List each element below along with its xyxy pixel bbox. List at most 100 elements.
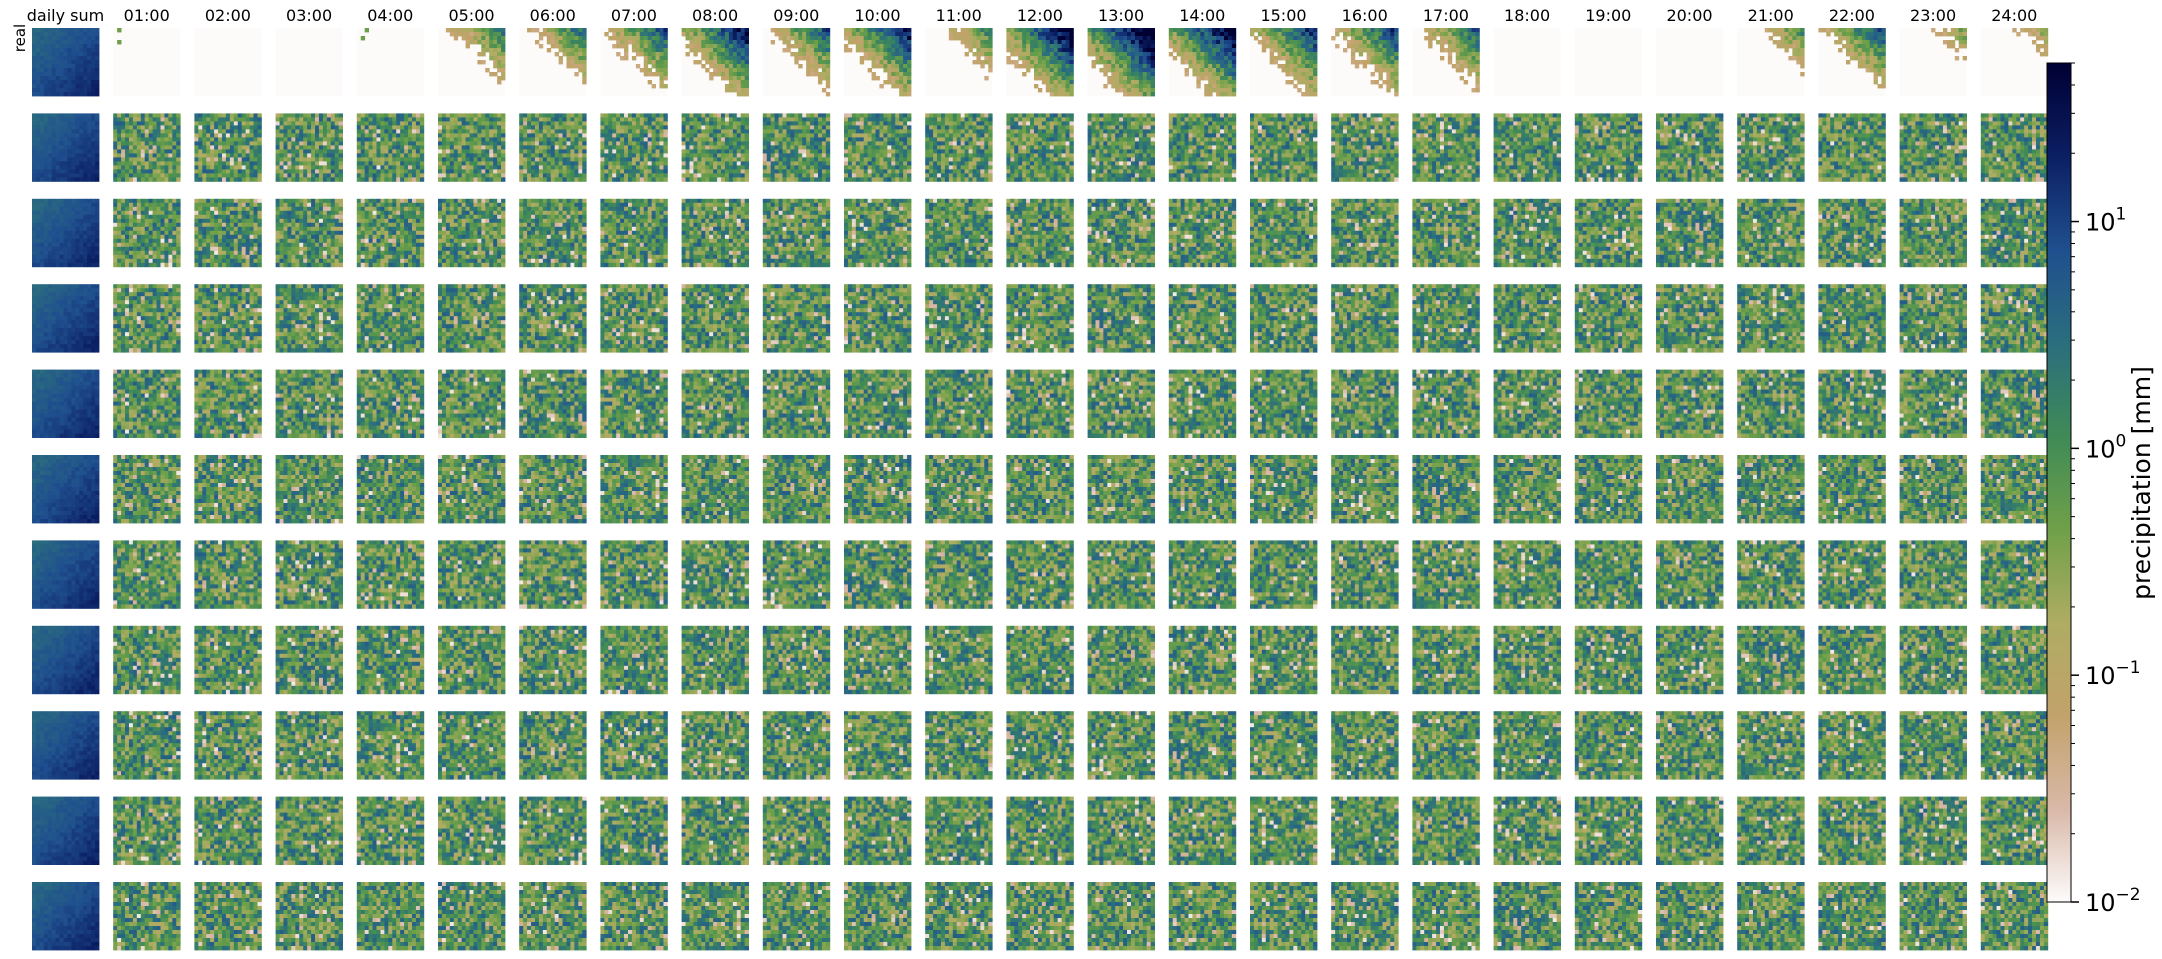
heatmap-cell [578,48,582,52]
heatmap-cell [75,72,79,76]
heatmap-cell [652,32,656,36]
heatmap-cell [737,32,741,36]
heatmap-cell [612,32,616,36]
heatmap-cell [32,56,36,60]
heatmap-cell [616,44,620,48]
heatmap-cell [725,32,729,36]
column-title: 08:00 [692,6,738,25]
heatmap-cell [501,40,505,44]
heatmap-cell [60,68,64,72]
heatmap-cell [574,56,578,60]
heatmap-cell [656,28,660,32]
heatmap-cell [75,88,79,92]
heatmap-cell [656,36,660,40]
heatmap-cell [87,64,91,68]
heatmap-cell [686,32,690,36]
heatmap-cell [701,36,705,40]
heatmap-cell [87,44,91,48]
heatmap-cell [67,64,71,68]
heatmap-cell [660,68,664,72]
heatmap-cell [745,28,749,32]
heatmap-cell [477,32,481,36]
heatmap-cell [60,92,64,96]
column-title: 11:00 [936,6,982,25]
heatmap-cell [64,40,68,44]
heatmap-cell [640,44,644,48]
heatmap-cell [60,64,64,68]
heatmap-cell [48,32,52,36]
heatmap-cell [648,44,652,48]
heatmap-cell [466,44,470,48]
column-title: 16:00 [1342,6,1388,25]
heatmap-cell [582,40,586,44]
heatmap-cell [87,68,91,72]
heatmap-cell [741,32,745,36]
heatmap-cell [578,36,582,40]
heatmap-cell [91,36,95,40]
heatmap-cell [485,36,489,40]
heatmap-cell [95,36,99,40]
heatmap-cell [67,68,71,72]
heatmap-cell [660,64,664,68]
heatmap-cell [636,28,640,32]
heatmap-cell [36,48,40,52]
heatmap-cell [656,64,660,68]
heatmap-cell [574,40,578,44]
heatmap-cell [454,36,458,40]
heatmap-cell [582,44,586,48]
heatmap-cell [83,28,87,32]
heatmap-cell [60,36,64,40]
heatmap-cell [566,48,570,52]
column-title: 06:00 [530,6,576,25]
heatmap-cell [555,40,559,44]
heatmap-cell [79,44,83,48]
heatmap-cell [95,84,99,88]
column-title: 20:00 [1666,6,1712,25]
heatmap-cell [32,28,36,32]
heatmap-cell [644,68,648,72]
heatmap-cell [87,92,91,96]
heatmap-cell [95,40,99,44]
heatmap-cell [91,88,95,92]
heatmap-cell [52,52,56,56]
heatmap-cell [582,72,586,76]
heatmap-cell [570,36,574,40]
heatmap-cell [56,84,60,88]
heatmap-cell [648,72,652,76]
heatmap-cell [539,32,543,36]
heatmap-cell [578,68,582,72]
heatmap-cell [56,80,60,84]
heatmap-cell [473,40,477,44]
heatmap-cell [640,40,644,44]
heatmap-cell [52,64,56,68]
heatmap-cell [632,56,636,60]
heatmap-cell [660,48,664,52]
heatmap-cell [87,56,91,60]
heatmap-cell [32,32,36,36]
heatmap-cell [75,92,79,96]
heatmap-cell [56,88,60,92]
heatmap-cell [721,28,725,32]
heatmap-cell [656,68,660,72]
heatmap-cell [689,36,693,40]
heatmap-cell [466,40,470,44]
heatmap-cell [570,48,574,52]
heatmap-cell [95,64,99,68]
heatmap-cell [83,92,87,96]
heatmap-cell [636,48,640,52]
heatmap-cell [56,72,60,76]
heatmap-panel [194,28,261,96]
heatmap-cell [620,36,624,40]
heatmap-cell [36,76,40,80]
heatmap-cell [60,40,64,44]
heatmap-cell [733,36,737,40]
heatmap-cell [56,28,60,32]
heatmap-cell [477,28,481,32]
heatmap-cell [64,28,68,32]
row-labels: real [11,24,29,52]
heatmap-cell [663,76,667,80]
heatmap-cell [44,92,48,96]
heatmap-cell [485,40,489,44]
heatmap-cell [701,32,705,36]
heatmap-cell [40,84,44,88]
